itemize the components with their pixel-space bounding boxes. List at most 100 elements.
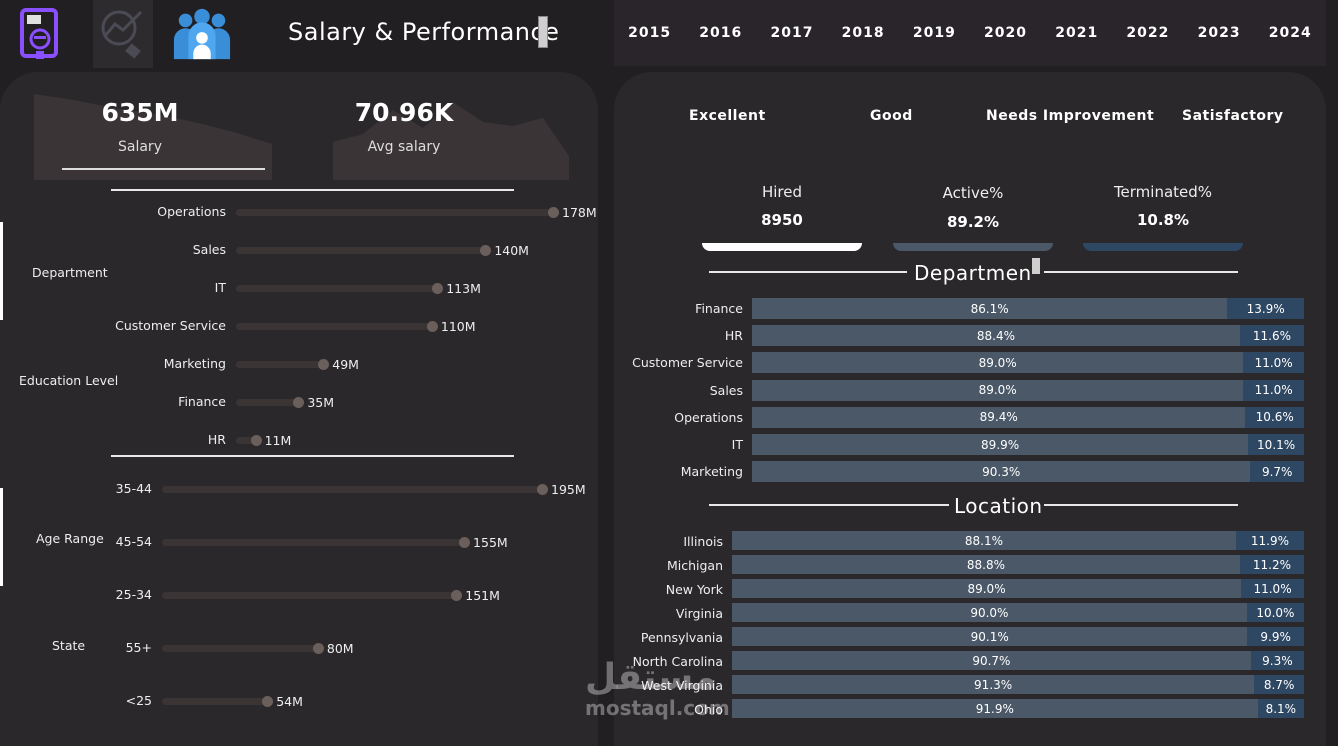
- stacked-bar[interactable]: 89.9% 10.1%: [752, 434, 1304, 455]
- stacked-bar[interactable]: 88.1% 11.9%: [732, 531, 1304, 550]
- bar[interactable]: [162, 592, 457, 599]
- active-segment[interactable]: 89.0%: [732, 579, 1242, 598]
- stacked-bar[interactable]: 89.0% 11.0%: [752, 379, 1304, 401]
- stacked-bar[interactable]: 90.7% 9.3%: [732, 651, 1304, 670]
- terminated-segment[interactable]: 10.0%: [1246, 603, 1304, 622]
- row-label: Ohio: [694, 702, 723, 717]
- terminated-segment[interactable]: 8.7%: [1254, 675, 1304, 694]
- bar-value-label: 80M: [326, 641, 354, 656]
- bar-marker[interactable]: [262, 696, 274, 707]
- bar[interactable]: [236, 247, 486, 254]
- terminated-segment[interactable]: 13.9%: [1227, 298, 1304, 319]
- active-segment[interactable]: 90.3%: [752, 461, 1251, 483]
- terminated-segment[interactable]: 9.7%: [1250, 461, 1304, 483]
- year-2023[interactable]: 2023: [1197, 25, 1241, 41]
- bar[interactable]: [236, 285, 438, 292]
- bar-marker[interactable]: [459, 537, 471, 548]
- active-segment[interactable]: 91.3%: [732, 675, 1255, 694]
- toggle-age-range[interactable]: Age Range: [36, 531, 104, 546]
- terminated-segment[interactable]: 11.6%: [1239, 325, 1304, 347]
- year-2020[interactable]: 2020: [984, 25, 1028, 41]
- stacked-bar[interactable]: 90.1% 9.9%: [732, 627, 1304, 646]
- active-label: Active%: [942, 184, 1004, 202]
- terminated-segment[interactable]: 11.0%: [1243, 379, 1304, 401]
- bar-marker[interactable]: [451, 590, 463, 601]
- active-segment[interactable]: 88.1%: [732, 531, 1236, 550]
- rating-excellent[interactable]: Excellent: [689, 108, 766, 124]
- year-2019[interactable]: 2019: [912, 25, 956, 41]
- stacked-bar[interactable]: 90.0% 10.0%: [732, 603, 1304, 622]
- active-segment[interactable]: 89.0%: [752, 352, 1244, 374]
- terminated-segment[interactable]: 11.0%: [1243, 352, 1304, 374]
- bar[interactable]: [162, 645, 318, 652]
- active-segment[interactable]: 91.9%: [732, 699, 1258, 718]
- terminated-segment[interactable]: 8.1%: [1257, 699, 1304, 718]
- year-2016[interactable]: 2016: [699, 25, 743, 41]
- stacked-bar[interactable]: 88.8% 11.2%: [732, 555, 1304, 574]
- stacked-bar[interactable]: 86.1% 13.9%: [752, 298, 1304, 319]
- bar-value-label: 195M: [551, 482, 586, 497]
- terminated-segment[interactable]: 11.9%: [1235, 531, 1304, 550]
- toggle-education-level[interactable]: Education Level: [19, 373, 119, 388]
- active-segment[interactable]: 90.0%: [732, 603, 1247, 622]
- stacked-bar[interactable]: 88.4% 11.6%: [752, 325, 1304, 347]
- year-2022[interactable]: 2022: [1126, 25, 1170, 41]
- rating-good[interactable]: Good: [870, 108, 913, 124]
- terminated-value: 10.8%: [1136, 211, 1190, 229]
- terminated-segment[interactable]: 11.0%: [1241, 579, 1304, 598]
- stacked-bar[interactable]: 91.9% 8.1%: [732, 699, 1304, 718]
- bar-marker[interactable]: [432, 283, 444, 294]
- bar-marker[interactable]: [312, 643, 324, 654]
- bar-marker[interactable]: [293, 397, 305, 408]
- active-segment[interactable]: 90.1%: [732, 627, 1248, 646]
- salary-kpi-underline: [62, 168, 265, 170]
- year-2018[interactable]: 2018: [841, 25, 885, 41]
- year-2015[interactable]: 2015: [628, 25, 672, 41]
- toggle-state[interactable]: State: [52, 638, 86, 653]
- stacked-bar[interactable]: 90.3% 9.7%: [752, 461, 1304, 483]
- bar-marker[interactable]: [250, 435, 262, 446]
- loc-title-line-right: [1044, 504, 1238, 506]
- terminated-segment[interactable]: 9.9%: [1247, 627, 1304, 646]
- people-icon[interactable]: [172, 0, 232, 68]
- bar[interactable]: [162, 698, 268, 705]
- bar[interactable]: [162, 539, 465, 546]
- terminated-segment[interactable]: 11.2%: [1239, 555, 1304, 574]
- bar[interactable]: [236, 361, 324, 368]
- stacked-bar[interactable]: 89.4% 10.6%: [752, 406, 1304, 428]
- chart-icon[interactable]: [93, 0, 153, 68]
- bar-marker[interactable]: [480, 245, 492, 256]
- rating-needs-improvement[interactable]: Needs Improvement: [986, 108, 1155, 124]
- stacked-bar[interactable]: 89.0% 11.0%: [732, 579, 1304, 598]
- bar[interactable]: [236, 437, 256, 444]
- toggle-department[interactable]: Department: [32, 265, 108, 280]
- bar-value-label: 140M: [494, 243, 529, 258]
- active-segment[interactable]: 86.1%: [752, 298, 1228, 319]
- active-segment[interactable]: 89.9%: [752, 434, 1249, 455]
- bar[interactable]: [236, 209, 553, 216]
- bar[interactable]: [162, 486, 542, 493]
- bar[interactable]: [236, 399, 299, 406]
- bar-marker[interactable]: [318, 359, 330, 370]
- bar[interactable]: [236, 323, 432, 330]
- terminated-segment[interactable]: 10.6%: [1245, 406, 1304, 428]
- active-segment[interactable]: 90.7%: [732, 651, 1251, 670]
- stacked-bar[interactable]: 89.0% 11.0%: [752, 352, 1304, 374]
- active-segment[interactable]: 88.4%: [752, 325, 1240, 347]
- bar-marker[interactable]: [548, 207, 559, 218]
- bar-marker[interactable]: [537, 484, 548, 495]
- active-segment[interactable]: 89.0%: [752, 379, 1244, 401]
- active-value: 89.2%: [946, 213, 1000, 231]
- year-2021[interactable]: 2021: [1055, 25, 1099, 41]
- document-icon[interactable]: [10, 0, 70, 68]
- terminated-segment[interactable]: 9.3%: [1250, 651, 1304, 670]
- active-segment[interactable]: 89.4%: [752, 406, 1246, 428]
- dept-title-line-left: [709, 271, 907, 273]
- bar-marker[interactable]: [426, 321, 438, 332]
- stacked-bar[interactable]: 91.3% 8.7%: [732, 675, 1304, 694]
- rating-satisfactory[interactable]: Satisfactory: [1182, 108, 1284, 124]
- year-2024[interactable]: 2024: [1268, 25, 1312, 41]
- terminated-segment[interactable]: 10.1%: [1248, 434, 1304, 455]
- active-segment[interactable]: 88.8%: [732, 555, 1240, 574]
- year-2017[interactable]: 2017: [770, 25, 814, 41]
